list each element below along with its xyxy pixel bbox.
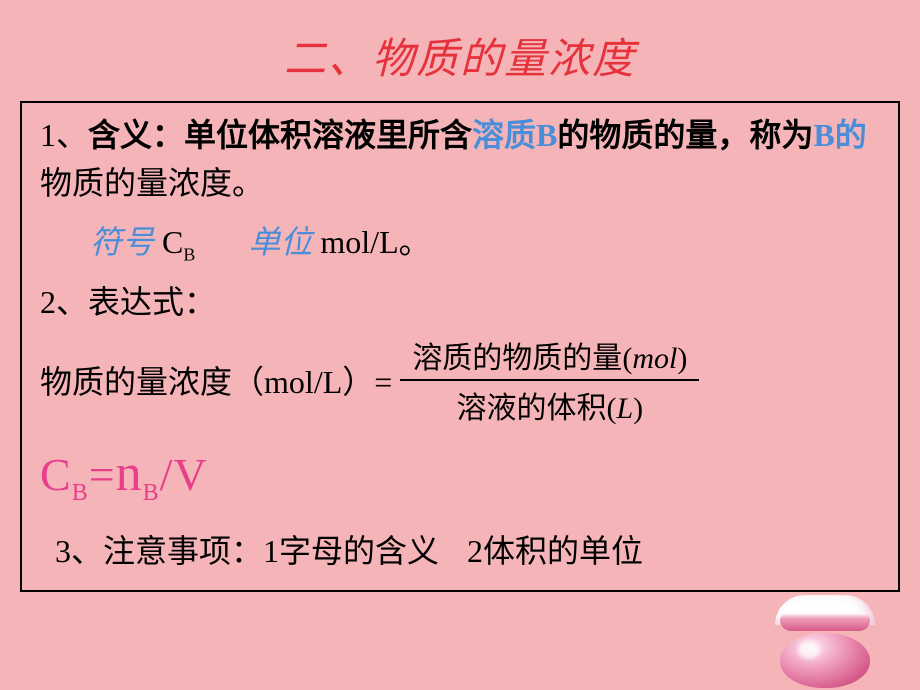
expression-fraction: 溶质的物质的量(mol) 溶液的体积(L) [400,331,699,429]
balloon-body [780,633,870,688]
expression-row: 物质的量浓度（mol/L）= 溶质的物质的量(mol) 溶液的体积(L) [40,331,880,429]
section-number: 1、 [40,117,88,153]
cb-symbol: CB [162,224,195,265]
definition-text-2: 的物质的量，称为 [557,117,813,153]
balloon-highlight [798,641,820,659]
fraction-numerator: 溶质的物质的量(mol) [400,331,699,381]
fraction-denominator: 溶液的体积(L) [444,381,655,429]
balloon-top [775,595,875,625]
section-2-number: 2、 [40,284,88,320]
concentration-term: 物质的量浓度 [40,165,232,201]
formula-cb-equals-nb-over-v: CB=nB/V [40,444,880,507]
note-item-1: 1字母的含义 [263,533,439,569]
solute-b: 溶质B [472,117,557,153]
notes-label: 注意事项： [103,533,263,569]
symbol-unit-row: 符号 CB 单位 mol/L。 [40,217,880,265]
balloon-decoration-icon [765,595,885,690]
b-of: B的 [813,117,866,153]
symbol-label: 符号 [90,217,154,263]
section-2-expression-label: 2、表达式： [40,277,880,323]
section-3-number: 3、 [55,533,103,569]
content-box: 1、含义：单位体积溶液里所含溶质B的物质的量，称为B的物质的量浓度。 符号 CB… [20,101,900,592]
section-3-notes: 3、注意事项：1字母的含义 2体积的单位 [40,526,880,572]
definition-label: 含义： [88,117,184,153]
page-title: 二、物质的量浓度 [0,0,920,101]
expression-label: 表达式： [88,284,216,320]
unit-label: 单位 [248,217,312,263]
period: 。 [232,165,264,201]
definition-text-1: 单位体积溶液里所含 [184,117,472,153]
expression-left: 物质的量浓度（mol/L）= [40,357,392,403]
note-item-2: 2体积的单位 [467,533,643,569]
unit-value: mol/L。 [320,217,430,263]
section-1-definition: 1、含义：单位体积溶液里所含溶质B的物质的量，称为B的物质的量浓度。 [40,111,880,207]
